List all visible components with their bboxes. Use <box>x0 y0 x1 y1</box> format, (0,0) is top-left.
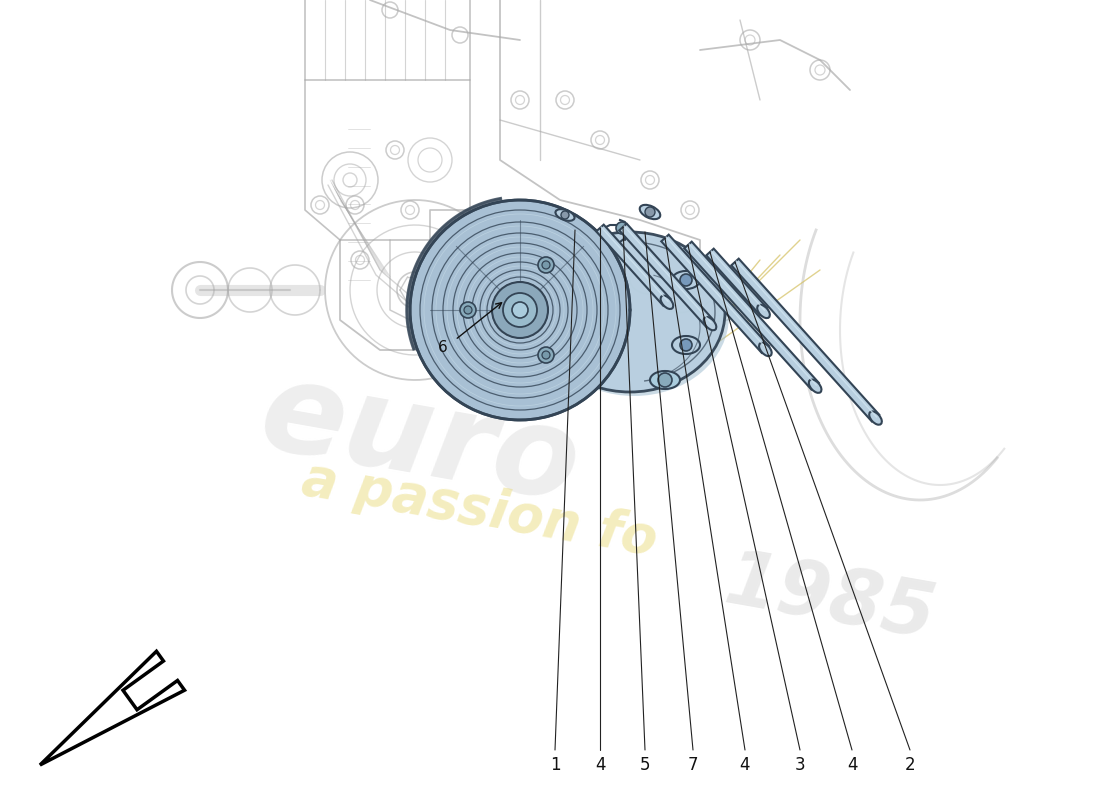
Text: 1: 1 <box>550 756 560 774</box>
Text: 2: 2 <box>904 756 915 774</box>
Ellipse shape <box>661 296 673 309</box>
Ellipse shape <box>757 305 770 318</box>
Circle shape <box>542 351 550 359</box>
Circle shape <box>561 211 569 219</box>
Polygon shape <box>40 651 185 765</box>
Ellipse shape <box>539 236 729 396</box>
Ellipse shape <box>535 232 725 392</box>
Circle shape <box>410 200 630 420</box>
Circle shape <box>460 302 476 318</box>
Text: 4: 4 <box>595 756 605 774</box>
Circle shape <box>542 261 550 269</box>
Polygon shape <box>619 224 714 327</box>
Ellipse shape <box>650 371 680 389</box>
Circle shape <box>680 339 692 351</box>
Circle shape <box>658 373 672 387</box>
Text: 4: 4 <box>847 756 857 774</box>
Ellipse shape <box>808 379 822 393</box>
Circle shape <box>492 282 548 338</box>
Text: a passion fo: a passion fo <box>298 453 661 567</box>
Circle shape <box>512 302 528 318</box>
Circle shape <box>464 306 472 314</box>
Polygon shape <box>732 258 879 422</box>
Ellipse shape <box>869 411 882 425</box>
Ellipse shape <box>672 336 700 354</box>
Circle shape <box>616 222 628 234</box>
Ellipse shape <box>672 271 700 289</box>
Ellipse shape <box>640 205 660 219</box>
Circle shape <box>538 257 554 273</box>
Circle shape <box>538 347 554 363</box>
Text: 3: 3 <box>794 756 805 774</box>
Circle shape <box>645 207 654 217</box>
Ellipse shape <box>759 343 772 356</box>
Text: euro: euro <box>251 353 588 527</box>
Polygon shape <box>596 225 671 306</box>
Text: 1985: 1985 <box>719 545 942 655</box>
Polygon shape <box>661 234 769 353</box>
Text: 4: 4 <box>739 756 750 774</box>
Circle shape <box>680 274 692 286</box>
Text: 5: 5 <box>640 756 650 774</box>
Ellipse shape <box>704 317 716 330</box>
Polygon shape <box>684 242 818 390</box>
Text: 7: 7 <box>688 756 698 774</box>
Polygon shape <box>706 249 767 314</box>
Circle shape <box>503 293 537 327</box>
Ellipse shape <box>556 209 574 221</box>
Text: 6: 6 <box>438 339 448 354</box>
